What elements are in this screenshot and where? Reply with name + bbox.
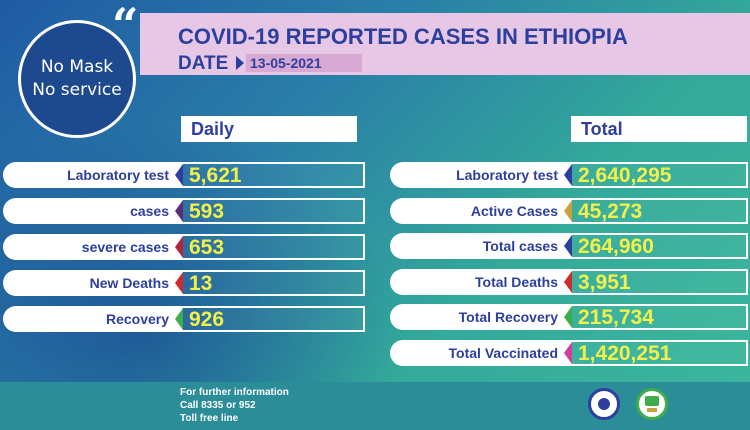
stat-label: Laboratory test: [390, 162, 572, 188]
footer-bar: [0, 382, 750, 430]
stat-row: cases 593: [3, 198, 365, 224]
badge-line-2: No service: [32, 80, 122, 100]
pointer-icon: [175, 308, 183, 330]
stat-label: severe cases: [3, 234, 183, 260]
stat-row: Laboratory test 2,640,295: [390, 162, 748, 188]
stat-value: 45,273: [572, 197, 748, 224]
stat-value: 593: [183, 198, 365, 224]
stat-label: Total Recovery: [390, 304, 572, 330]
stat-label: New Deaths: [3, 270, 183, 296]
stat-row: Total cases 264,960: [390, 233, 748, 259]
stat-row: New Deaths 13: [3, 270, 365, 296]
date-label: DATE: [178, 53, 229, 74]
pointer-icon: [175, 200, 183, 222]
page-title: COVID-19 REPORTED CASES IN ETHIOPIA: [178, 24, 628, 49]
stat-row: Recovery 926: [3, 306, 365, 332]
stat-value: 3,951: [572, 268, 748, 295]
footer-line-2: Call 8335 or 952: [180, 400, 256, 411]
stat-value: 1,420,251: [572, 339, 748, 366]
stat-label: Recovery: [3, 306, 183, 332]
stat-value: 264,960: [572, 233, 748, 259]
stat-row: Total Recovery 215,734: [390, 304, 748, 330]
badge-line-1: No Mask: [40, 57, 114, 78]
stat-row: severe cases 653: [3, 234, 365, 260]
stat-value: 2,640,295: [572, 162, 748, 188]
footer-line-1: For further information: [180, 387, 289, 398]
pointer-icon: [564, 199, 572, 222]
stat-value: 926: [183, 306, 365, 332]
stat-row: Total Deaths 3,951: [390, 268, 748, 295]
footer-line-3: Toll free line: [180, 413, 239, 424]
institute-logo-icon: [636, 388, 668, 420]
stat-label: Active Cases: [390, 197, 572, 224]
stat-row: Laboratory test 5,621: [3, 162, 365, 188]
stat-row: Active Cases 45,273: [390, 197, 748, 224]
stat-value: 5,621: [183, 162, 365, 188]
pointer-icon: [175, 236, 183, 258]
pointer-icon: [175, 164, 183, 186]
no-mask-badge: No Mask No service: [18, 20, 136, 138]
pointer-icon: [564, 164, 572, 186]
total-heading: Total: [571, 116, 747, 142]
stat-label: cases: [3, 198, 183, 224]
stat-value: 215,734: [572, 304, 748, 330]
pointer-icon: [175, 272, 183, 294]
stat-label: Total Deaths: [390, 268, 572, 295]
ministry-logo-icon: [588, 388, 620, 420]
date-arrow-icon: [236, 56, 244, 70]
pointer-icon: [564, 341, 572, 364]
pointer-icon: [564, 235, 572, 257]
stat-label: Total Vaccinated: [390, 339, 572, 366]
stat-label: Total cases: [390, 233, 572, 259]
footer-info: For further information Call 8335 or 952…: [180, 386, 289, 425]
date-value: 13-05-2021: [246, 54, 362, 72]
stat-value: 653: [183, 234, 365, 260]
stat-row: Total Vaccinated 1,420,251: [390, 339, 748, 366]
stat-label: Laboratory test: [3, 162, 183, 188]
pointer-icon: [564, 270, 572, 293]
stat-value: 13: [183, 270, 365, 296]
daily-heading: Daily: [181, 116, 357, 142]
pointer-icon: [564, 306, 572, 328]
